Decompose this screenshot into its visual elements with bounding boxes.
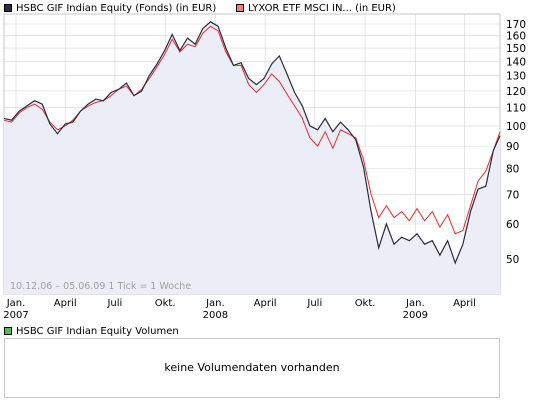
x-tick-label: Jan. [405,298,425,309]
legend-swatch-volume [4,327,12,335]
x-tick-label: Jan. [6,298,26,309]
x-tick-label: Juli [106,298,122,309]
legend-series-2: LYXOR ETF MSCI IN... (in EUR) [236,2,396,14]
x-tick-label: Okt. [355,298,376,309]
legend-label-1: HSBC GIF Indian Equity (Fonds) (in EUR) [16,2,217,14]
y-tick-label: 60 [506,219,519,231]
x-tick-label: April [254,298,277,309]
legend-volume: HSBC GIF Indian Equity Volumen [4,325,179,337]
series-1-line [3,21,501,265]
y-tick-label: 150 [506,43,526,55]
legend-label-volume: HSBC GIF Indian Equity Volumen [16,325,179,337]
y-tick-label: 100 [506,121,526,133]
legend-swatch-1 [4,4,12,12]
x-tick-year-label: 2008 [203,310,228,321]
series-1-area [4,21,500,295]
y-tick-label: 160 [506,31,526,43]
y-tick-label: 110 [506,103,526,115]
y-tick-label: 170 [506,19,526,31]
y-tick-label: 50 [506,254,519,266]
legend-label-2: LYXOR ETF MSCI IN... (in EUR) [248,2,396,14]
volume-empty-message: keine Volumendaten vorhanden [164,361,340,374]
volume-panel: keine Volumendaten vorhanden [4,338,500,398]
x-tick-label: Jan. [205,298,225,309]
y-tick-label: 70 [506,189,519,201]
range-note: 10.12.06 – 05.06.09 1 Tick = 1 Woche [10,281,191,292]
x-tick-year-label: 2007 [3,310,28,321]
legend-series-1: HSBC GIF Indian Equity (Fonds) (in EUR) [4,2,216,14]
y-tick-label: 80 [506,164,519,176]
x-tick-label: Okt. [155,298,176,309]
x-tick-label: Juli [306,298,322,309]
y-tick-label: 140 [506,56,526,68]
y-tick-label: 120 [506,86,526,98]
x-tick-label: April [453,298,476,309]
y-tick-label: 90 [506,141,519,153]
y-tick-label: 130 [506,71,526,83]
legend-swatch-2 [236,4,244,12]
series-2-line [3,25,501,235]
x-tick-year-label: 2009 [403,310,428,321]
x-tick-label: April [54,298,77,309]
